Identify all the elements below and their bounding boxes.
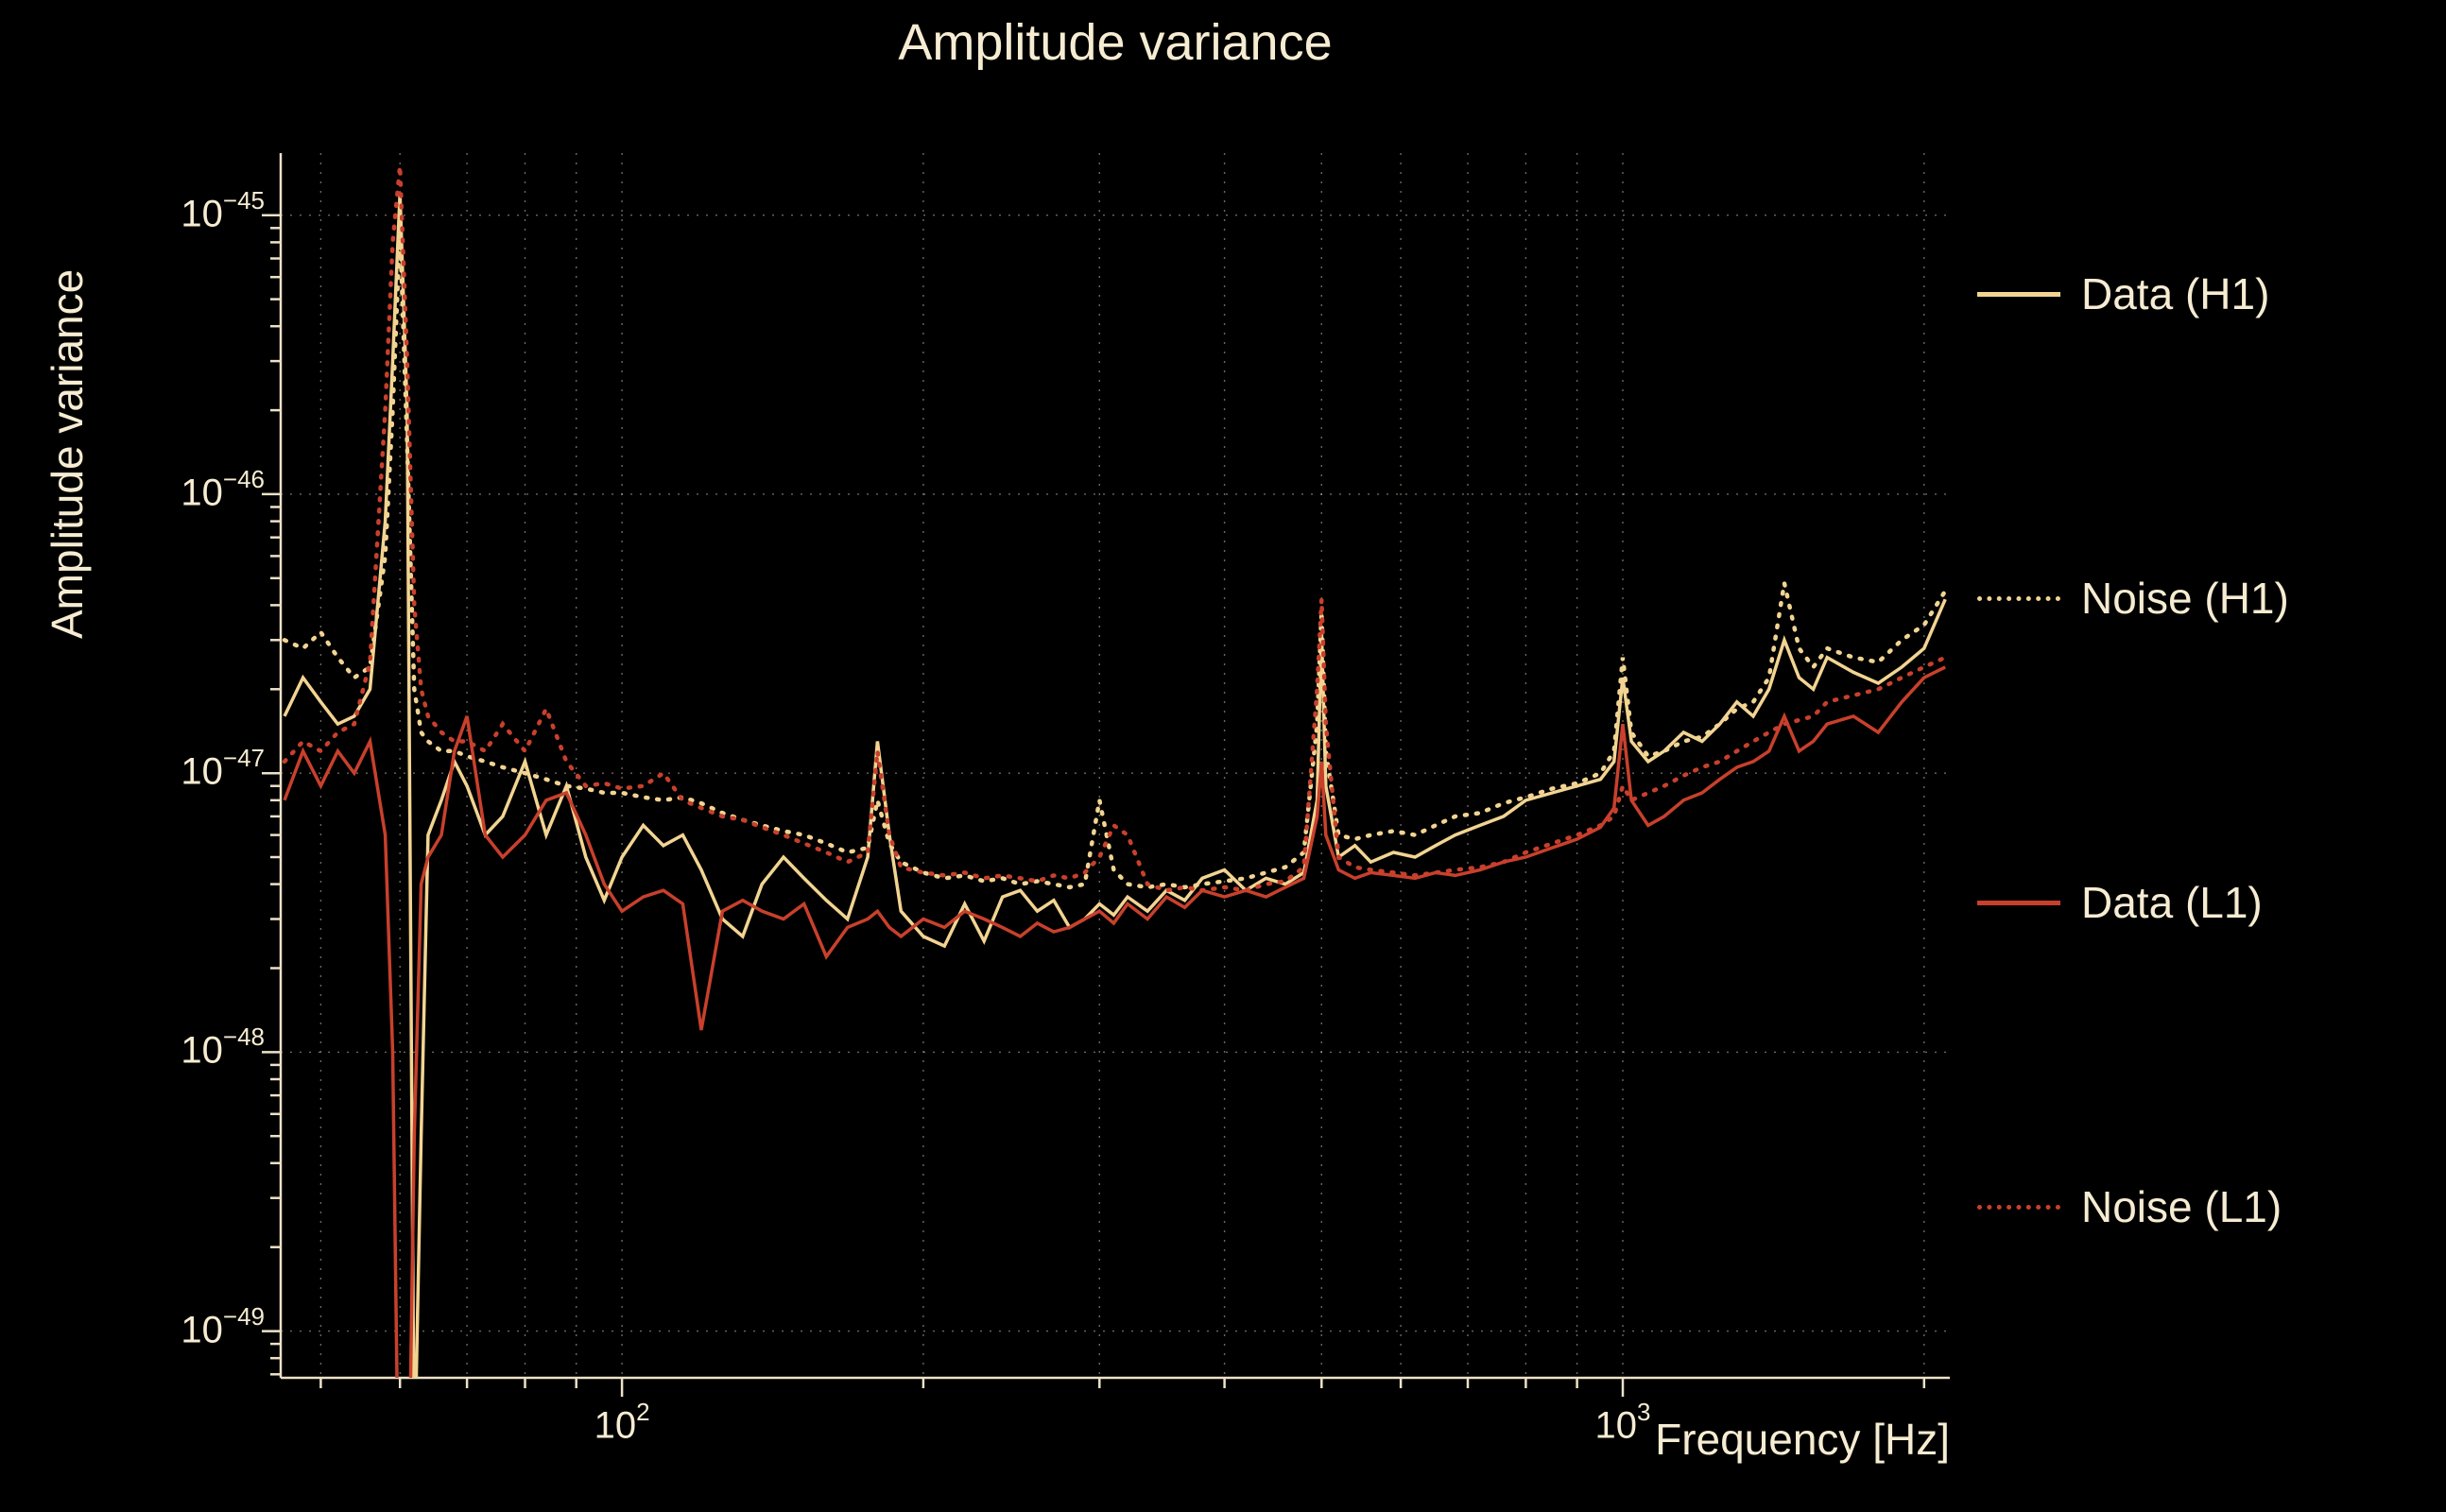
gridlines	[281, 153, 1950, 1378]
y-tick-label: 10−47	[181, 744, 265, 793]
legend-label: Data (H1)	[2081, 269, 2270, 318]
axes	[262, 153, 1950, 1397]
legend-item-data-h1: Data (H1)	[1977, 268, 2289, 319]
legend: Data (H1) Noise (H1) Data (L1) Noise (L1)	[1977, 268, 2289, 1232]
legend-line-sample	[1977, 1204, 2060, 1210]
x-tick-label: 102	[594, 1398, 650, 1447]
legend-item-noise-h1: Noise (H1)	[1977, 573, 2289, 624]
y-tick-label: 10−45	[181, 185, 265, 235]
legend-label: Noise (H1)	[2081, 574, 2289, 623]
y-tick-label: 10−46	[181, 464, 265, 514]
x-tick-label: 103	[1594, 1398, 1651, 1447]
series-line-data-h1	[283, 193, 1947, 1378]
legend-item-noise-l1: Noise (L1)	[1977, 1181, 2289, 1232]
legend-line-sample	[1977, 595, 2060, 601]
y-tick-label: 10−49	[181, 1301, 265, 1350]
legend-line-sample	[1977, 291, 2060, 297]
y-tick-label: 10−48	[181, 1022, 265, 1072]
legend-item-data-l1: Data (L1)	[1977, 877, 2289, 928]
series-line-data-l1	[283, 665, 1946, 1378]
legend-line-sample	[1977, 900, 2060, 905]
legend-label: Noise (L1)	[2081, 1182, 2282, 1231]
legend-label: Data (L1)	[2081, 878, 2263, 927]
chart-title: Amplitude variance	[898, 14, 1333, 71]
series-line-noise-l1	[282, 165, 1948, 893]
x-axis-label: Frequency [Hz]	[1655, 1415, 1950, 1464]
